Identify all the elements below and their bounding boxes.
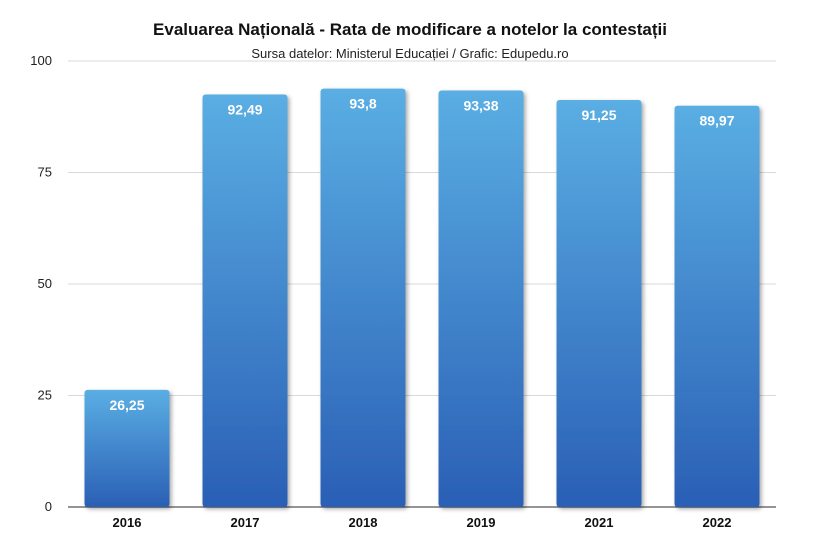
bar (202, 94, 288, 507)
bar (84, 389, 170, 507)
x-tick-label: 2018 (349, 515, 378, 530)
y-tick-label: 0 (45, 499, 52, 514)
bar (320, 88, 406, 507)
x-tick-label: 2017 (231, 515, 260, 530)
chart-subtitle: Sursa datelor: Ministerul Educației / Gr… (251, 46, 569, 61)
x-tick-label: 2016 (113, 515, 142, 530)
bar (556, 100, 642, 508)
y-tick-label: 75 (38, 165, 52, 180)
x-tick-label: 2019 (467, 515, 496, 530)
y-tick-label: 50 (38, 276, 52, 291)
data-label: 91,25 (581, 107, 616, 123)
data-label: 26,25 (109, 397, 144, 413)
chart-title: Evaluarea Națională - Rata de modificare… (153, 20, 667, 39)
data-label: 93,38 (463, 98, 498, 114)
x-tick-label: 2021 (585, 515, 614, 530)
bar (438, 90, 524, 507)
data-label: 89,97 (699, 113, 734, 129)
y-tick-label: 25 (38, 388, 52, 403)
y-tick-label: 100 (30, 53, 52, 68)
bar (674, 105, 760, 508)
data-label: 92,49 (227, 101, 262, 117)
data-label: 93,8 (349, 96, 376, 112)
x-tick-label: 2022 (703, 515, 732, 530)
